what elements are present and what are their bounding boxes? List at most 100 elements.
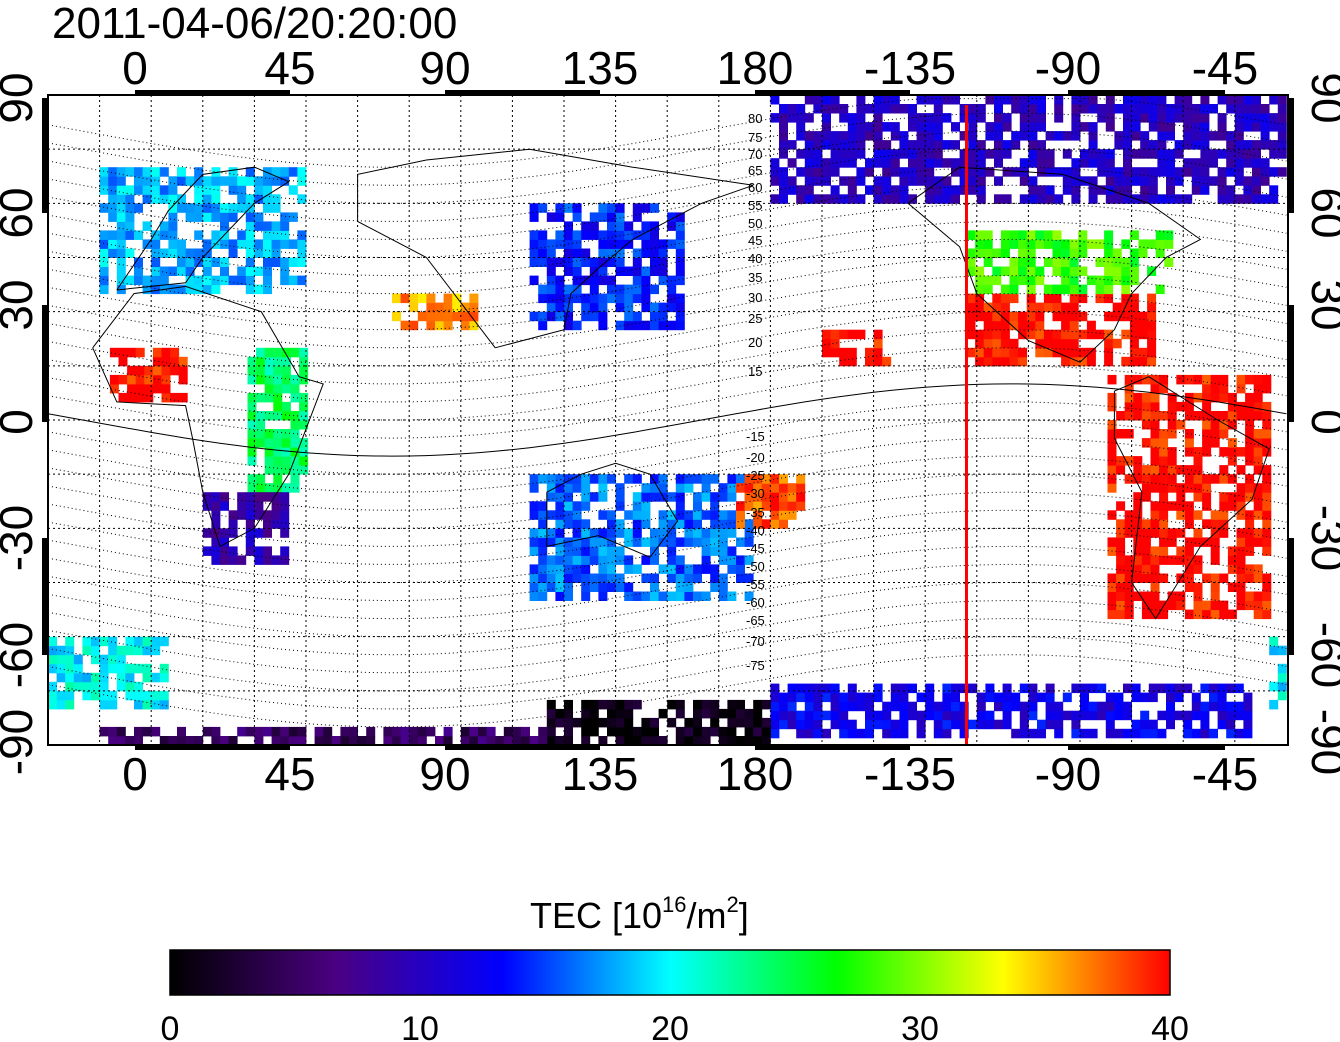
tec-cell xyxy=(409,293,419,304)
tec-cell xyxy=(177,194,186,204)
tec-cell xyxy=(263,248,272,258)
tec-cell xyxy=(1018,320,1028,331)
tec-cell xyxy=(1219,573,1229,583)
tec-cell xyxy=(650,221,659,231)
tec-cell xyxy=(228,185,238,195)
tec-cell xyxy=(933,96,943,105)
tec-cell xyxy=(1219,374,1229,385)
tec-cell xyxy=(1052,248,1062,258)
tec-cell xyxy=(1166,701,1175,712)
tec-cell xyxy=(1200,710,1210,721)
tec-cell xyxy=(108,248,118,258)
tec-cell xyxy=(211,546,221,556)
y-tick-left: 60 xyxy=(0,187,42,238)
tec-cell xyxy=(607,717,616,728)
tec-cell xyxy=(99,266,109,276)
tec-cell xyxy=(1253,383,1263,394)
tec-cell xyxy=(873,131,883,141)
tec-cell xyxy=(564,320,573,331)
tec-cell xyxy=(134,275,143,286)
tec-cell xyxy=(1184,465,1194,475)
tec-cell xyxy=(151,176,161,186)
tec-cell xyxy=(503,736,513,744)
tec-cell xyxy=(1123,176,1132,186)
tec-cell xyxy=(1037,728,1046,739)
tec-cell xyxy=(899,167,909,177)
tec-cell xyxy=(1193,582,1203,592)
tec-cell xyxy=(1150,609,1160,620)
tec-cell xyxy=(125,663,135,674)
tec-cell xyxy=(1019,122,1029,132)
tec-cell xyxy=(951,701,960,712)
tec-cell xyxy=(529,275,539,286)
tec-cell xyxy=(572,320,582,331)
tec-cell xyxy=(151,672,161,683)
tec-region-north-america-mid xyxy=(966,230,1174,295)
tec-cell xyxy=(202,239,212,249)
tec-cell xyxy=(280,736,290,744)
tec-cell xyxy=(994,701,1003,712)
tec-cell xyxy=(1104,266,1114,276)
tec-cell xyxy=(607,726,616,737)
tec-cell xyxy=(572,555,582,565)
tec-cell xyxy=(899,692,909,703)
tec-cell xyxy=(383,726,393,737)
tec-cell xyxy=(1095,257,1105,267)
tec-cell xyxy=(684,736,694,744)
tec-region-south-america xyxy=(1107,374,1272,620)
tec-cell xyxy=(727,492,737,502)
tec-cell xyxy=(1191,131,1201,141)
tec-cell xyxy=(202,203,212,213)
tec-cell xyxy=(675,501,685,511)
tec-cell xyxy=(615,203,625,213)
tec-cell xyxy=(297,726,307,737)
tec-cell xyxy=(598,483,608,493)
tec-cell xyxy=(975,248,985,258)
tec-cell xyxy=(1252,113,1261,123)
tec-cell xyxy=(297,275,307,286)
tec-cell xyxy=(1226,701,1236,712)
tec-cell xyxy=(1002,113,1012,123)
tec-cell xyxy=(116,681,126,692)
tec-cell xyxy=(273,347,283,358)
tec-cell xyxy=(1045,194,1055,204)
tec-cell xyxy=(1219,447,1229,457)
tec-cell xyxy=(254,266,264,276)
tec-cell xyxy=(237,230,247,240)
tec-cell xyxy=(684,474,694,484)
tec-cell xyxy=(667,284,677,295)
tec-cell xyxy=(1262,474,1272,484)
tec-cell xyxy=(847,194,857,204)
tec-cell xyxy=(237,194,247,204)
tec-cell xyxy=(1209,683,1218,694)
tec-region-pacific-south xyxy=(736,474,806,529)
tec-cell xyxy=(1105,167,1115,177)
tec-cell xyxy=(288,185,298,195)
tec-cell xyxy=(581,573,591,583)
tec-cell xyxy=(245,537,255,547)
tec-cell xyxy=(650,302,659,313)
tec-cell xyxy=(736,537,745,547)
contour-label-south: -40 xyxy=(746,523,765,538)
tec-cell xyxy=(564,573,573,583)
contour-label-north: 40 xyxy=(748,251,762,266)
tec-cell xyxy=(1243,692,1253,703)
tec-cell xyxy=(1245,420,1255,430)
tec-cell xyxy=(366,726,376,737)
tec-cell xyxy=(1157,149,1167,159)
tec-cell xyxy=(299,401,309,412)
tec-cell xyxy=(49,645,57,656)
tec-cell xyxy=(1107,447,1117,457)
tec-cell xyxy=(555,708,565,719)
tec-cell xyxy=(1114,104,1124,114)
tec-cell xyxy=(254,185,264,195)
tec-cell xyxy=(194,736,204,744)
tec-cell xyxy=(624,230,634,240)
tec-cell xyxy=(641,266,651,276)
tec-cell xyxy=(1157,194,1167,204)
tec-cell xyxy=(753,717,763,728)
tec-cell xyxy=(684,528,694,538)
tec-cell xyxy=(1262,600,1272,611)
x-tick-top: 90 xyxy=(419,42,470,94)
mlat-contour xyxy=(47,166,1287,240)
